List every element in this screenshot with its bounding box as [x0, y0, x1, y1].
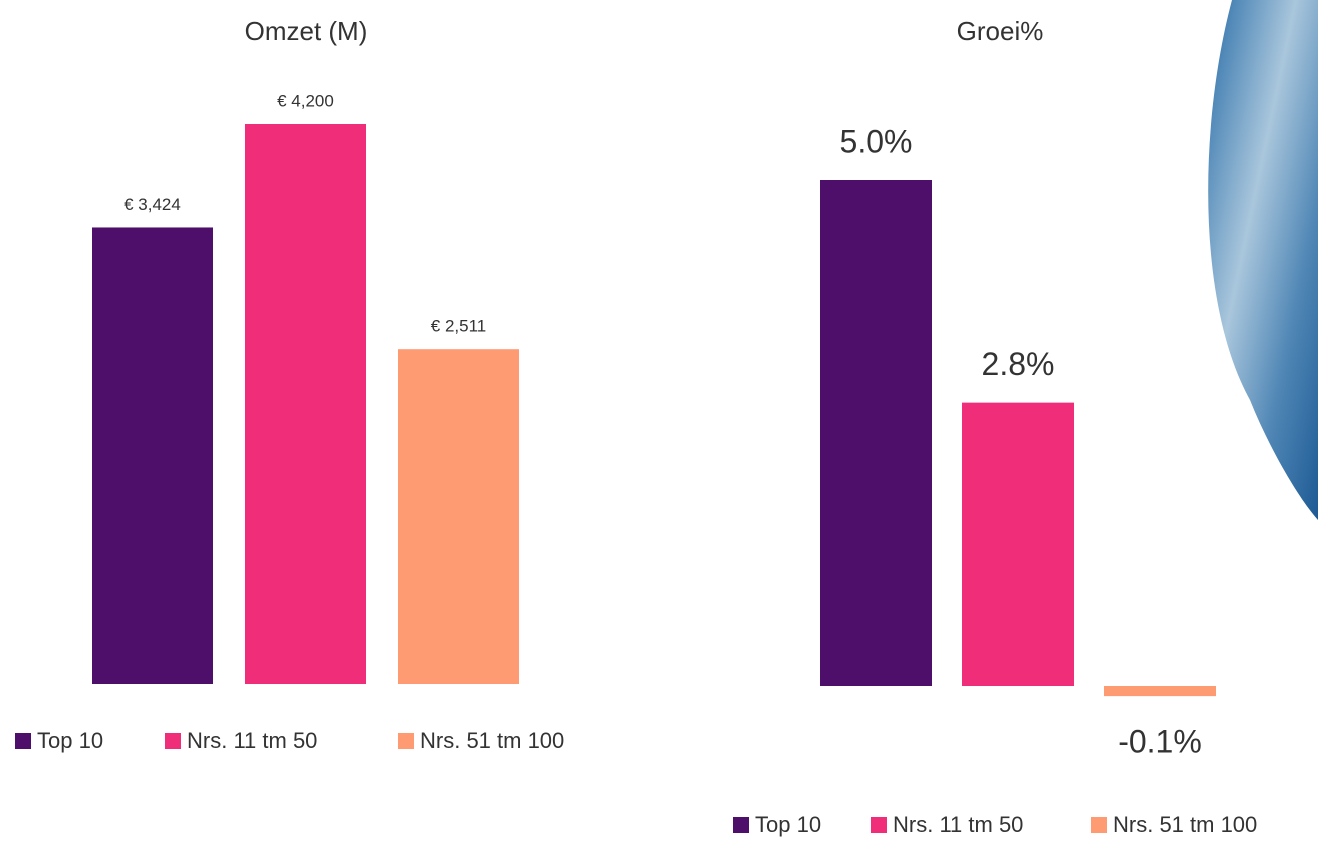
- data-label: -0.1%: [1118, 724, 1202, 760]
- chart-title: Omzet (M): [245, 16, 368, 46]
- legend-label: Top 10: [755, 812, 821, 837]
- legend-label: Nrs. 11 tm 50: [893, 812, 1023, 837]
- bar: [1104, 686, 1216, 696]
- legend-swatch: [165, 733, 181, 749]
- legend-label: Nrs. 51 tm 100: [1113, 812, 1257, 837]
- legend-swatch: [871, 817, 887, 833]
- bar: [245, 124, 366, 684]
- legend-label: Top 10: [37, 728, 103, 753]
- bar: [398, 349, 519, 684]
- legend-label: Nrs. 51 tm 100: [420, 728, 564, 753]
- chart-title: Groei%: [957, 16, 1044, 46]
- bar: [92, 227, 213, 684]
- page: Omzet (M) € 3,424 Top 10 € 4,200 Nrs. 11 tm …: [0, 0, 1318, 858]
- data-label: € 4,200: [277, 91, 334, 110]
- legend-swatch: [398, 733, 414, 749]
- legend-swatch: [733, 817, 749, 833]
- legend-swatch: [1091, 817, 1107, 833]
- bar: [962, 403, 1074, 686]
- data-label: € 2,511: [431, 317, 486, 336]
- data-label: 5.0%: [840, 123, 913, 159]
- decorative-photo: [1208, 0, 1318, 520]
- legend-label: Nrs. 11 tm 50: [187, 728, 317, 753]
- bar: [820, 180, 932, 686]
- legend-swatch: [15, 733, 31, 749]
- data-label: 2.8%: [982, 346, 1055, 382]
- data-label: € 3,424: [124, 195, 181, 214]
